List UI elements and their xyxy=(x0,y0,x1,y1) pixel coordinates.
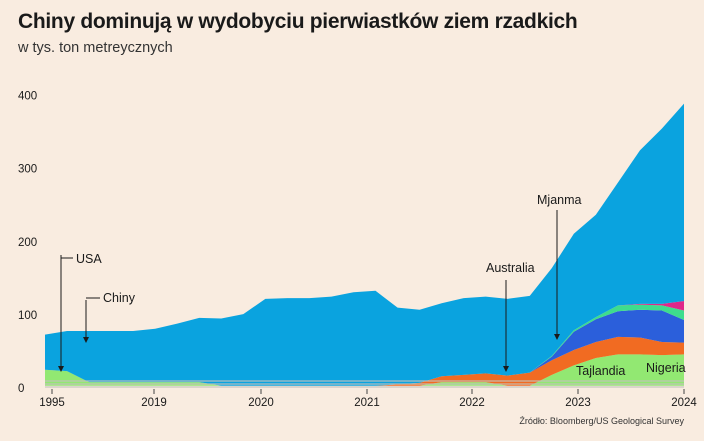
annotation-label: Nigeria xyxy=(646,361,686,375)
stack-layers xyxy=(45,103,684,386)
arrow-head-icon xyxy=(83,337,89,343)
x-tick-label: 1995 xyxy=(39,397,65,409)
annotation-usa: USA xyxy=(58,252,102,372)
chart-subtitle: w tys. ton metreycznych xyxy=(18,40,173,56)
annotation-label: Mjanma xyxy=(537,193,582,207)
source-note: Źródło: Bloomberg/US Geological Survey xyxy=(519,416,684,426)
annotation-chiny: Chiny xyxy=(83,291,136,343)
x-tick-label: 2019 xyxy=(141,397,167,409)
annotation-label: Tajlandia xyxy=(576,364,625,378)
area-chiny xyxy=(45,103,684,386)
area-usa xyxy=(45,354,684,386)
annotation-tajlandia: Tajlandia xyxy=(576,364,625,378)
annotations: USA Chiny Australia Mjanma Tajlandia Nigeria xyxy=(58,193,686,378)
y-tick-label: 200 xyxy=(18,237,37,249)
x-axis-ticks: 1995 2019 2020 2021 2022 2023 2024 xyxy=(39,389,697,409)
x-tick-label: 2021 xyxy=(354,397,380,409)
y-tick-label: 300 xyxy=(18,164,37,176)
minor-producers-band xyxy=(45,380,684,388)
y-tick-label: 400 xyxy=(18,91,37,103)
arrow-head-icon xyxy=(58,366,64,372)
y-axis-ticks: 0 100 200 300 400 xyxy=(18,91,37,395)
annotation-mjanma: Mjanma xyxy=(537,193,582,340)
x-tick-label: 2024 xyxy=(671,397,697,409)
annotation-nigeria: Nigeria xyxy=(646,361,686,375)
arrow-head-icon xyxy=(503,366,509,372)
x-tick-label: 2022 xyxy=(459,397,485,409)
area-australia xyxy=(45,336,684,386)
annotation-label: Australia xyxy=(486,261,535,275)
x-tick-label: 2020 xyxy=(248,397,274,409)
y-tick-label: 100 xyxy=(18,310,37,322)
arrow-head-icon xyxy=(554,334,560,340)
x-tick-label: 2023 xyxy=(565,397,591,409)
y-tick-label: 0 xyxy=(18,383,24,395)
chart-title: Chiny dominują w wydobyciu pierwiastków … xyxy=(18,10,578,33)
annotation-australia: Australia xyxy=(486,261,535,372)
annotation-label: USA xyxy=(76,252,102,266)
annotation-label: Chiny xyxy=(103,291,136,305)
area-mjanma xyxy=(45,309,684,386)
